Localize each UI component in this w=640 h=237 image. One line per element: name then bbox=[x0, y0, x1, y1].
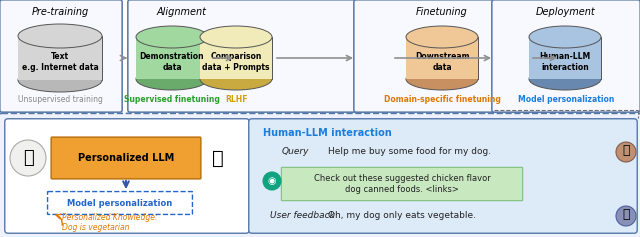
FancyBboxPatch shape bbox=[128, 0, 366, 112]
FancyBboxPatch shape bbox=[249, 119, 637, 233]
FancyBboxPatch shape bbox=[354, 0, 592, 112]
Text: Pre-training: Pre-training bbox=[31, 7, 88, 17]
Text: 🦙: 🦙 bbox=[22, 149, 33, 167]
Circle shape bbox=[10, 140, 46, 176]
Bar bbox=[406, 37, 478, 79]
Circle shape bbox=[616, 206, 636, 226]
FancyBboxPatch shape bbox=[4, 119, 249, 233]
Bar bbox=[136, 37, 208, 79]
Text: Query: Query bbox=[282, 147, 310, 156]
Text: RLHF: RLHF bbox=[225, 96, 247, 105]
Text: Domain-specific finetuning: Domain-specific finetuning bbox=[383, 96, 500, 105]
Circle shape bbox=[616, 142, 636, 162]
Text: 👤: 👤 bbox=[622, 145, 630, 158]
Text: Dog is vegetarian: Dog is vegetarian bbox=[62, 223, 129, 232]
Bar bbox=[529, 37, 601, 79]
Text: Alignment: Alignment bbox=[157, 7, 207, 17]
Ellipse shape bbox=[200, 68, 272, 90]
Text: 👤: 👤 bbox=[622, 209, 630, 222]
Text: Model personalization: Model personalization bbox=[67, 199, 173, 208]
Ellipse shape bbox=[200, 26, 272, 48]
Text: Comparison
data + Prompts: Comparison data + Prompts bbox=[202, 52, 269, 72]
Text: Personalized LLM: Personalized LLM bbox=[78, 153, 174, 163]
Text: ◉: ◉ bbox=[268, 176, 276, 186]
FancyBboxPatch shape bbox=[0, 0, 122, 112]
Text: Deployment: Deployment bbox=[536, 7, 596, 17]
Text: Help me buy some food for my dog.: Help me buy some food for my dog. bbox=[328, 147, 491, 156]
Text: Unsupervised training: Unsupervised training bbox=[17, 96, 102, 105]
Ellipse shape bbox=[406, 68, 478, 90]
Text: Personalized Knowledge:: Personalized Knowledge: bbox=[62, 214, 157, 223]
Bar bbox=[529, 37, 601, 79]
Bar bbox=[136, 37, 208, 79]
Bar bbox=[406, 37, 478, 79]
FancyBboxPatch shape bbox=[492, 0, 640, 112]
FancyBboxPatch shape bbox=[0, 113, 640, 237]
Ellipse shape bbox=[136, 68, 208, 90]
Bar bbox=[200, 37, 272, 79]
Text: User feedback: User feedback bbox=[270, 211, 335, 220]
Bar bbox=[18, 36, 102, 80]
Ellipse shape bbox=[529, 26, 601, 48]
Text: Finetuning: Finetuning bbox=[416, 7, 468, 17]
Text: Text
e.g. Internet data: Text e.g. Internet data bbox=[22, 52, 99, 72]
Ellipse shape bbox=[18, 24, 102, 48]
Ellipse shape bbox=[136, 26, 208, 48]
Bar bbox=[200, 37, 272, 79]
FancyBboxPatch shape bbox=[282, 167, 523, 201]
Ellipse shape bbox=[18, 68, 102, 92]
Text: Check out these suggested chicken flavor
dog canned foods. <links>: Check out these suggested chicken flavor… bbox=[314, 174, 490, 194]
Circle shape bbox=[263, 172, 281, 190]
Text: Downstream
data: Downstream data bbox=[415, 52, 469, 72]
Bar bbox=[18, 36, 102, 80]
Text: Demonstration
data: Demonstration data bbox=[140, 52, 204, 72]
Text: Human-LLM interaction: Human-LLM interaction bbox=[263, 128, 392, 138]
Text: Model personalization: Model personalization bbox=[518, 96, 614, 105]
Text: Supervised finetuning: Supervised finetuning bbox=[124, 96, 220, 105]
Ellipse shape bbox=[406, 26, 478, 48]
Text: Oh, my dog only eats vegetable.: Oh, my dog only eats vegetable. bbox=[328, 211, 476, 220]
FancyBboxPatch shape bbox=[51, 137, 201, 179]
Text: Human-LLM
interaction: Human-LLM interaction bbox=[540, 52, 591, 72]
Ellipse shape bbox=[529, 68, 601, 90]
Text: 🐶: 🐶 bbox=[212, 149, 224, 168]
